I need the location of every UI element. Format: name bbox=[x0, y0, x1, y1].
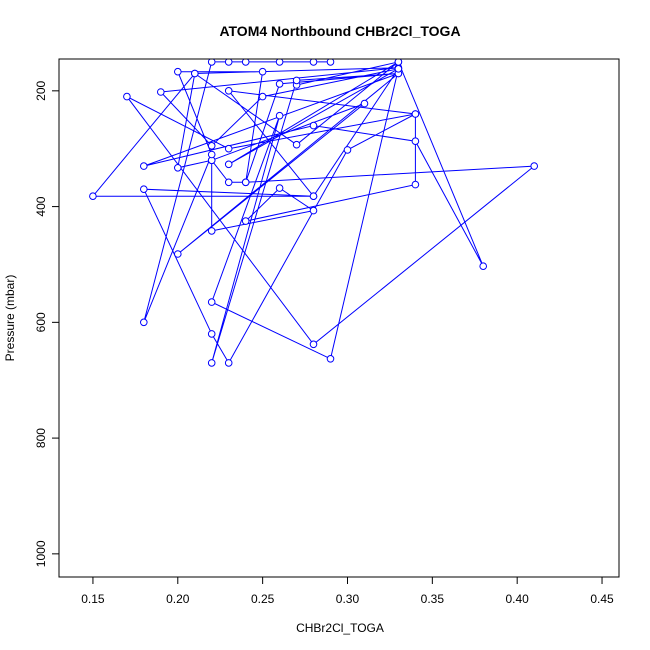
data-point bbox=[360, 99, 369, 108]
x-axis: 0.15 0.20 0.25 0.30 0.35 0.40 0.45 bbox=[81, 576, 614, 606]
data-point bbox=[411, 137, 420, 145]
data-point bbox=[241, 178, 250, 187]
data-point bbox=[241, 217, 250, 225]
data-point bbox=[89, 192, 97, 200]
y-tick-label: 1000 bbox=[34, 540, 48, 567]
data-point bbox=[140, 318, 148, 327]
data-point bbox=[241, 59, 250, 66]
data-point bbox=[207, 359, 216, 367]
y-tick-label: 400 bbox=[34, 196, 48, 216]
data-point bbox=[275, 59, 284, 66]
data-point bbox=[224, 144, 233, 153]
x-tick-label: 0.15 bbox=[81, 592, 105, 606]
data-point bbox=[309, 59, 318, 66]
x-tick-label: 0.40 bbox=[506, 592, 530, 606]
plot-area bbox=[89, 59, 539, 367]
plot-frame bbox=[58, 58, 620, 578]
data-point bbox=[394, 59, 403, 66]
y-tick-label: 600 bbox=[34, 312, 48, 332]
chart-title: ATOM4 Northbound CHBr2Cl_TOGA bbox=[219, 23, 460, 39]
x-axis-label: CHBr2Cl_TOGA bbox=[296, 621, 384, 635]
data-point bbox=[224, 178, 233, 187]
data-point bbox=[258, 67, 267, 76]
series-line bbox=[91, 61, 536, 364]
data-point bbox=[140, 185, 148, 193]
x-tick-label: 0.25 bbox=[251, 592, 275, 606]
data-point bbox=[207, 298, 216, 306]
data-point bbox=[275, 184, 284, 192]
data-point bbox=[224, 59, 233, 66]
data-point bbox=[224, 160, 233, 169]
data-point bbox=[292, 76, 301, 85]
x-tick-label: 0.20 bbox=[166, 592, 190, 606]
data-point bbox=[309, 206, 318, 215]
data-point bbox=[174, 67, 182, 76]
data-point bbox=[326, 355, 335, 363]
data-point bbox=[411, 110, 420, 118]
data-point bbox=[224, 359, 233, 367]
y-tick-label: 800 bbox=[34, 428, 48, 448]
data-point bbox=[394, 65, 403, 73]
data-point bbox=[275, 80, 284, 88]
y-axis-label: Pressure (mbar) bbox=[3, 275, 17, 362]
data-point bbox=[275, 111, 284, 120]
data-point bbox=[207, 142, 216, 150]
series-points bbox=[89, 59, 539, 367]
data-point bbox=[157, 88, 165, 96]
data-point bbox=[292, 140, 301, 149]
data-point bbox=[191, 69, 199, 78]
x-tick-label: 0.45 bbox=[590, 592, 614, 606]
data-point bbox=[174, 250, 182, 258]
data-point bbox=[258, 92, 267, 101]
series-lines bbox=[91, 61, 536, 364]
y-tick-label: 200 bbox=[34, 81, 48, 101]
data-point bbox=[207, 59, 216, 66]
data-point bbox=[343, 146, 352, 154]
x-tick-label: 0.35 bbox=[421, 592, 445, 606]
data-point bbox=[174, 164, 182, 172]
data-point bbox=[309, 121, 318, 130]
data-point bbox=[309, 192, 318, 200]
data-point bbox=[530, 162, 539, 170]
data-point bbox=[123, 92, 131, 101]
data-point bbox=[479, 262, 488, 271]
data-point bbox=[207, 330, 216, 338]
data-point bbox=[309, 340, 318, 349]
x-tick-label: 0.30 bbox=[336, 592, 360, 606]
data-point bbox=[326, 59, 335, 66]
data-point bbox=[411, 180, 420, 189]
data-point bbox=[207, 150, 216, 159]
data-point bbox=[207, 227, 216, 235]
data-point bbox=[224, 87, 233, 95]
data-point bbox=[140, 162, 148, 170]
